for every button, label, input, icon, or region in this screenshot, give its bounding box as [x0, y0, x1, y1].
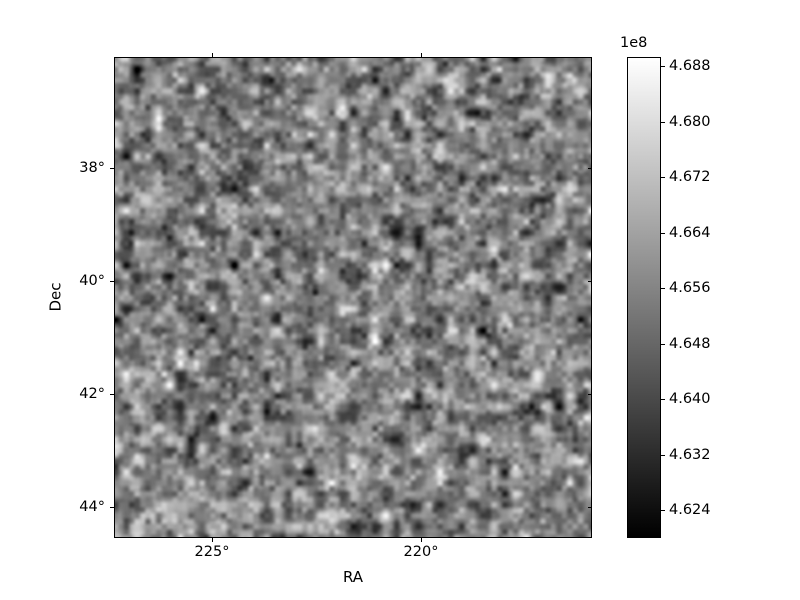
y-tick-mark-right-2 — [588, 394, 592, 395]
y-tick-mark-3 — [110, 507, 114, 508]
colorbar-tick-mark-2 — [661, 177, 665, 178]
y-tick-mark-1 — [110, 281, 114, 282]
colorbar-tick-mark-6 — [661, 399, 665, 400]
colorbar-tick-label-4: 4.656 — [669, 279, 711, 296]
colorbar-tick-label-7: 4.632 — [669, 446, 711, 463]
y-axis-label: Dec — [46, 282, 65, 312]
colorbar-tick-mark-1 — [661, 121, 665, 123]
colorbar-tick-label-2: 4.672 — [669, 168, 711, 185]
colorbar-tick-mark-0 — [661, 66, 665, 67]
colorbar-tick-label-8: 4.624 — [669, 501, 711, 518]
y-tick-label-38: 38° — [79, 159, 105, 176]
sky-map-image — [115, 58, 591, 537]
x-tick-mark-top-1 — [421, 53, 422, 57]
x-tick-mark-1 — [421, 538, 422, 542]
y-tick-mark-right-1 — [588, 281, 592, 282]
y-tick-label-44: 44° — [79, 498, 105, 515]
colorbar-tick-label-6: 4.640 — [669, 390, 711, 407]
y-tick-mark-0 — [110, 168, 114, 169]
x-tick-label-225: 225° — [194, 544, 230, 560]
y-tick-mark-right-3 — [588, 507, 592, 508]
colorbar-tick-label-0: 4.688 — [669, 57, 711, 74]
x-tick-mark-top-0 — [212, 53, 213, 57]
colorbar[interactable] — [627, 57, 661, 538]
colorbar-tick-label-3: 4.664 — [669, 224, 711, 241]
y-tick-label-42: 42° — [79, 385, 105, 402]
colorbar-tick-mark-3 — [661, 232, 665, 234]
colorbar-tick-mark-4 — [661, 288, 665, 289]
colorbar-offset-label: 1e8 — [620, 35, 648, 51]
y-tick-mark-2 — [110, 394, 114, 395]
colorbar-tick-mark-7 — [661, 454, 665, 456]
x-tick-label-220: 220° — [403, 544, 439, 560]
x-tick-mark-0 — [212, 538, 213, 542]
y-tick-mark-right-0 — [588, 168, 592, 169]
colorbar-tick-label-5: 4.648 — [669, 335, 711, 352]
colorbar-tick-mark-5 — [661, 343, 665, 345]
colorbar-tick-label-1: 4.680 — [669, 113, 711, 130]
x-axis-label: RA — [342, 568, 364, 586]
sky-map-axes[interactable] — [114, 57, 592, 538]
y-tick-label-40: 40° — [79, 272, 105, 289]
colorbar-tick-mark-8 — [661, 510, 665, 511]
